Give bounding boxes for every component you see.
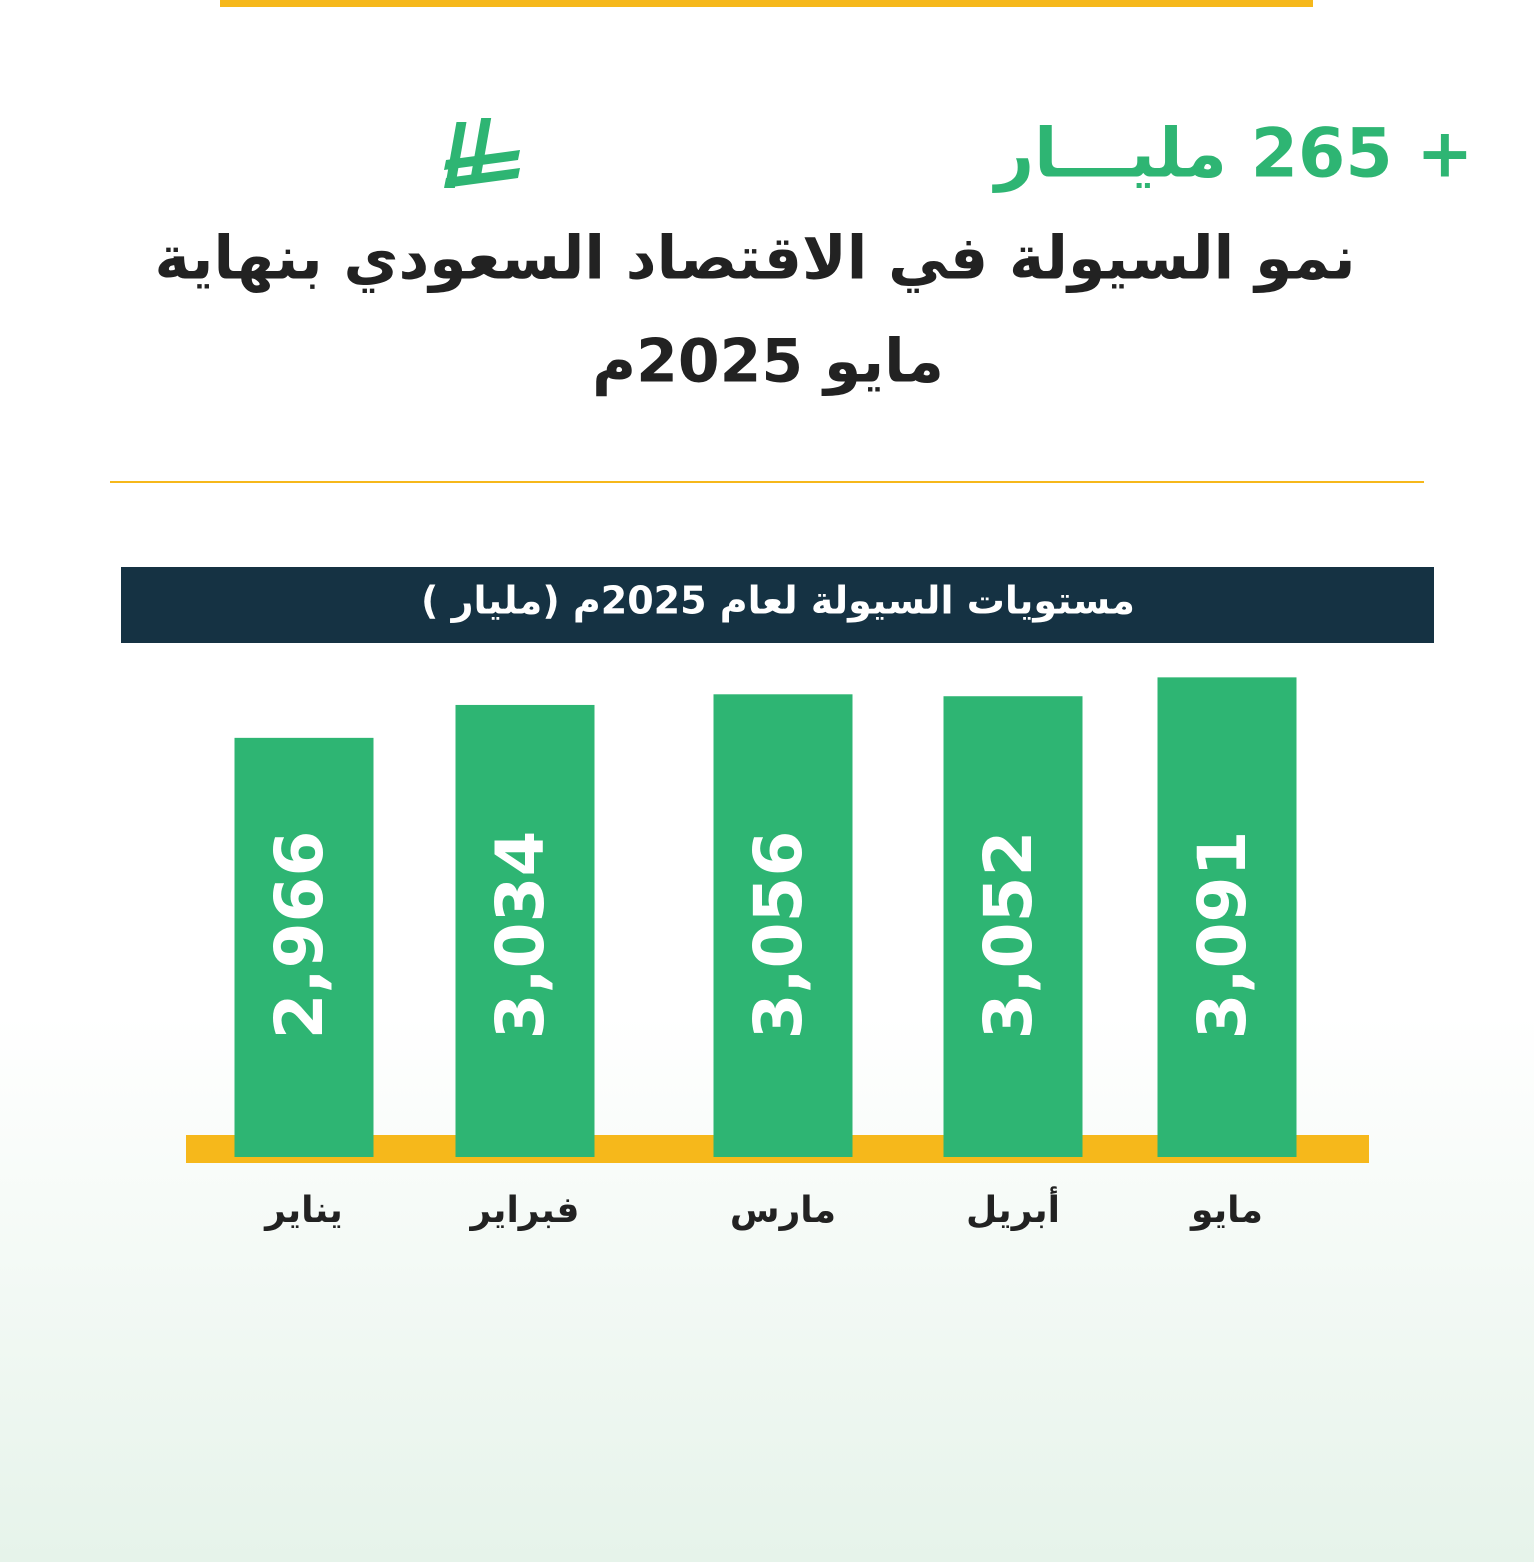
value-label: 3,091	[1184, 831, 1261, 1040]
value-label: 3,034	[482, 831, 559, 1040]
bar	[1157, 677, 1297, 1157]
bar	[943, 696, 1083, 1157]
x-tick-label: فبراير	[469, 1190, 580, 1231]
bar	[234, 737, 374, 1157]
subtitle: مايو 2025م	[592, 327, 944, 397]
chart-title-banner	[121, 567, 1434, 643]
x-tick-label: يناير	[263, 1190, 343, 1231]
currency-icon	[444, 118, 520, 188]
chart-title: مستويات السيولة لعام 2025م (مليار )	[421, 579, 1135, 624]
value-label: 3,052	[970, 831, 1047, 1040]
top-accent	[220, 0, 1313, 7]
title: نمو السيولة في الاقتصاد السعودي بنهاية	[155, 224, 1356, 294]
bar	[713, 694, 853, 1157]
value-label: 3,056	[740, 831, 817, 1040]
x-tick-label: مارس	[730, 1190, 836, 1231]
value-label: 2,966	[261, 831, 338, 1040]
bar	[455, 704, 595, 1157]
x-tick-label: أبريل	[966, 1186, 1060, 1231]
headline: + 265 مليـــار	[992, 115, 1473, 194]
x-tick-label: مايو	[1189, 1190, 1263, 1231]
